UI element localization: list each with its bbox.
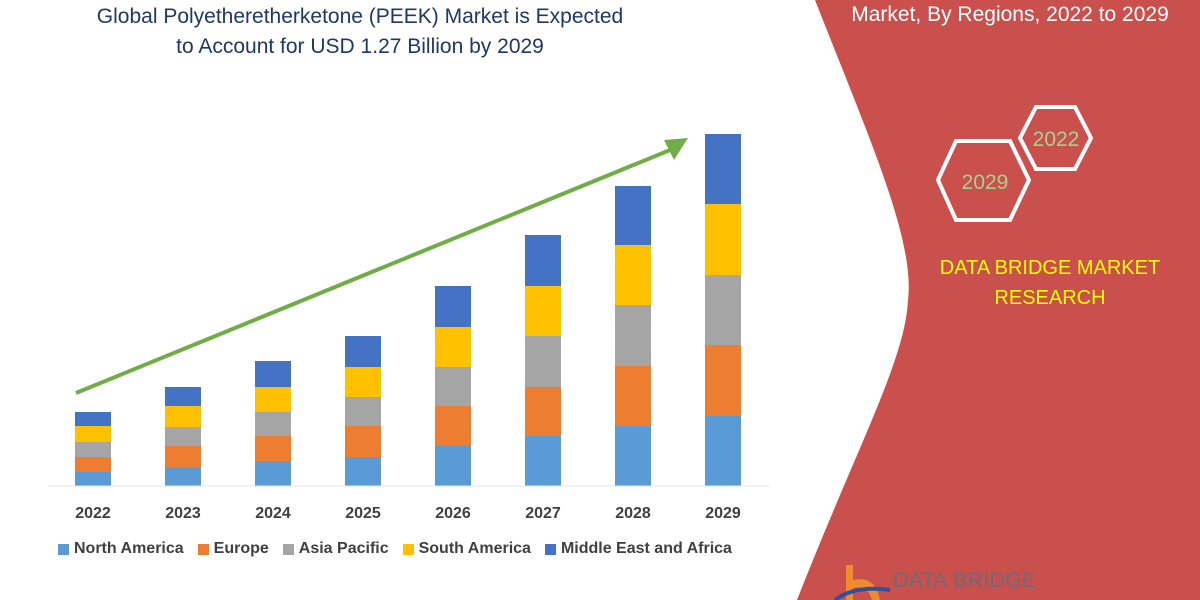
bar-2029-europe [705,345,741,416]
hex-2029-label: 2029 [962,171,1009,194]
bar-2024-south-america [255,387,291,412]
bar-2024-asia-pacific [255,412,291,436]
panel-title: Market, By Regions, 2022 to 2029 [851,3,1169,26]
x-tick-label: 2026 [435,505,471,522]
x-tick-label: 2025 [345,505,381,522]
legend-label: North America [74,540,184,557]
legend-swatch [544,543,556,555]
bar-2028-europe [615,366,651,426]
bar-2024-europe [255,436,291,461]
legend-item: Europe [197,540,269,558]
bar-2025-europe [345,426,381,457]
hex-2022 [1017,105,1094,171]
stacked-bar-chart: 2022 2023 2024 2025 2026 2027 2028 2029 [75,134,741,522]
bar-2024-middle-east-and-africa [255,361,291,387]
legend-swatch [58,543,69,555]
bar-2027-europe [525,387,561,436]
bar-2025-asia-pacific [345,397,381,426]
bar-2028-middle-east-and-africa [615,186,651,245]
logo-mark-icon [833,565,891,600]
bar-2022-asia-pacific [75,442,111,457]
bar-2022-middle-east-and-africa [75,412,111,426]
bar-2027-north-america [525,436,561,486]
brand-line-2: RESEARCH [994,287,1106,309]
legend-label: Europe [213,540,269,557]
bar-2025-south-america [345,367,381,397]
legend-label: Middle East and Africa [560,540,732,557]
bar-2023-europe [165,446,201,467]
hex-2029 [935,139,1032,222]
bar-2029-north-america [705,416,741,486]
bar-2027-asia-pacific [525,336,561,387]
bar-2028-north-america [615,426,651,486]
bar-2025-north-america [345,457,381,486]
bar-2024-north-america [255,461,291,486]
bar-2026-south-america [435,327,471,367]
legend-label: South America [418,540,531,557]
x-tick-label: 2028 [615,505,651,522]
red-side-panel [797,0,1200,600]
bar-2025-middle-east-and-africa [345,336,381,367]
legend: North America Europe Asia Pacific South … [58,540,732,558]
bar-2022-south-america [75,426,111,442]
bar-2027-middle-east-and-africa [525,235,561,286]
chart-title: Global Polyetheretherketone (PEEK) Marke… [40,2,680,62]
legend-swatch [282,543,294,555]
brand-name: DATA BRIDGE MARKET RESEARCH [910,253,1190,313]
bar-2026-north-america [435,446,471,486]
x-tick-label: 2029 [705,505,741,522]
x-tick-label: 2027 [525,505,561,522]
bar-2023-north-america [165,467,201,486]
legend-label: Asia Pacific [298,540,389,557]
bar-2028-south-america [615,245,651,305]
logo-text: DATA BRIDGE [893,569,1037,592]
title-line-1: Global Polyetheretherketone (PEEK) Marke… [96,5,624,28]
bar-2023-middle-east-and-africa [165,387,201,406]
legend-swatch [197,543,209,555]
bar-2022-europe [75,457,111,472]
bar-2028-asia-pacific [615,305,651,366]
bar-2029-south-america [705,204,741,275]
bar-2029-asia-pacific [705,275,741,345]
bar-2026-middle-east-and-africa [435,286,471,327]
bar-2022-north-america [75,472,111,486]
bar-2027-south-america [525,286,561,336]
legend-item: North America [58,540,184,558]
bar-2029-middle-east-and-africa [705,134,741,204]
title-line-2: to Account for USD 1.27 Billion by 2029 [176,35,544,58]
legend-swatch [402,543,414,555]
legend-item: Asia Pacific [282,540,389,558]
legend-item: Middle East and Africa [544,540,732,558]
bar-2023-asia-pacific [165,427,201,446]
brand-line-1: DATA BRIDGE MARKET [939,257,1161,279]
x-tick-label: 2023 [165,505,201,522]
bar-2026-europe [435,406,471,446]
x-tick-label: 2024 [255,505,291,522]
bar-2023-south-america [165,406,201,427]
trend-arrow [75,138,688,395]
hex-2022-label: 2022 [1033,128,1080,151]
x-tick-label: 2022 [75,505,111,522]
bar-2026-asia-pacific [435,367,471,406]
legend-item: South America [402,540,531,558]
